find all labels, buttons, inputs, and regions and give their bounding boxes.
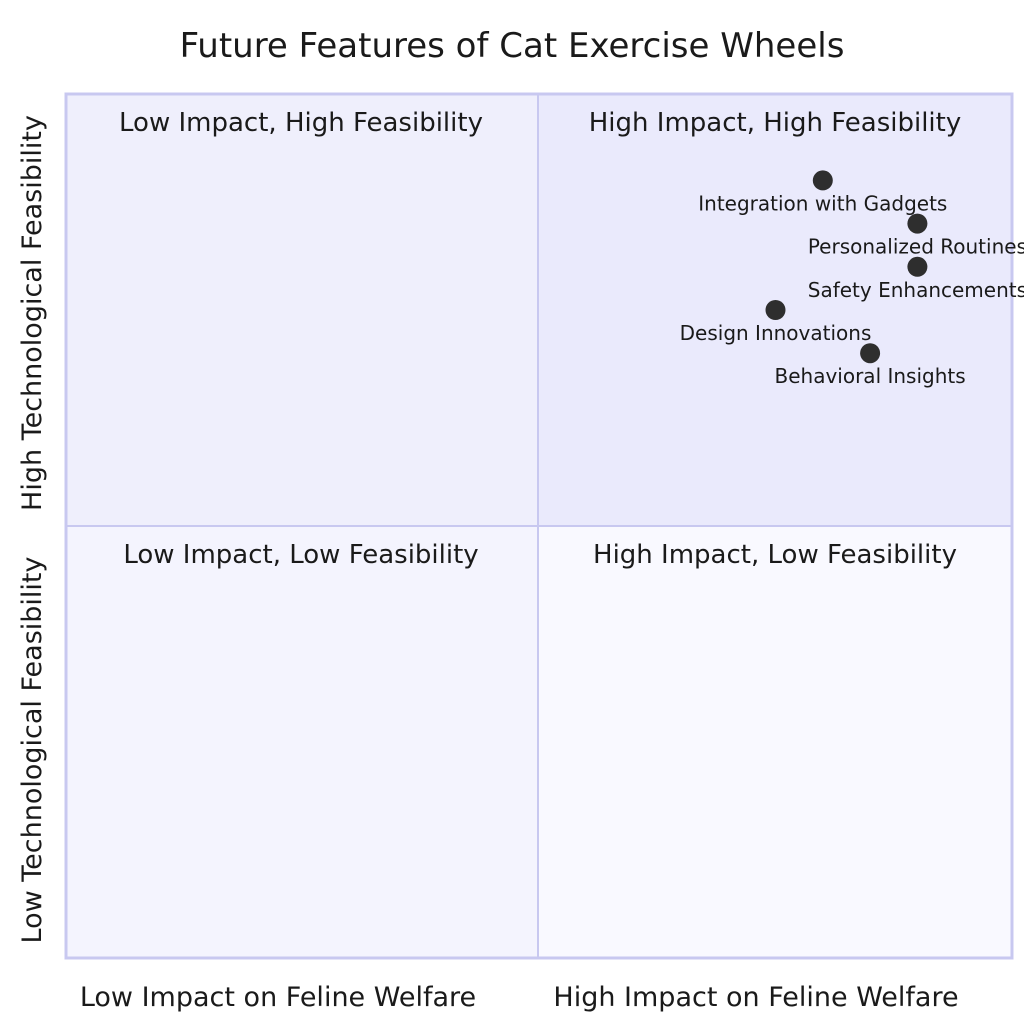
data-point bbox=[812, 170, 833, 191]
data-point bbox=[765, 300, 786, 320]
point-label: Design Innovations bbox=[680, 321, 872, 345]
x-axis-label-low: Low Impact on Feline Welfare bbox=[80, 982, 476, 1013]
quadrant-top-left bbox=[66, 94, 538, 526]
data-point bbox=[907, 213, 928, 234]
quadrant-label-bottom-left: Low Impact, Low Feasibility bbox=[123, 540, 478, 570]
quadrant-label-top-left: Low Impact, High Feasibility bbox=[119, 108, 483, 138]
point-label: Personalized Routines bbox=[808, 235, 1024, 259]
point-label: Behavioral Insights bbox=[775, 364, 966, 388]
points-layer: Integration with Gadgets Personalized Rou… bbox=[680, 170, 1024, 388]
x-axis-label-high: High Impact on Feline Welfare bbox=[553, 982, 958, 1013]
plot-border bbox=[64, 92, 1014, 960]
quadrant-label-top-right: High Impact, High Feasibility bbox=[589, 108, 961, 138]
quadrant-bottom-left bbox=[66, 526, 538, 958]
y-axis-label-low: Low Technological Feasibility bbox=[17, 556, 48, 943]
point-label: Integration with Gadgets bbox=[698, 191, 947, 215]
data-point bbox=[907, 256, 928, 277]
chart-title: Future Features of Cat Exercise Wheels bbox=[180, 26, 845, 66]
point-label: Safety Enhancements bbox=[808, 278, 1024, 302]
y-axis-label-high: High Technological Feasibility bbox=[17, 115, 48, 511]
data-point bbox=[860, 343, 881, 364]
quadrant-label-bottom-right: High Impact, Low Feasibility bbox=[593, 540, 957, 570]
quadrant-bottom-right bbox=[538, 526, 1012, 958]
